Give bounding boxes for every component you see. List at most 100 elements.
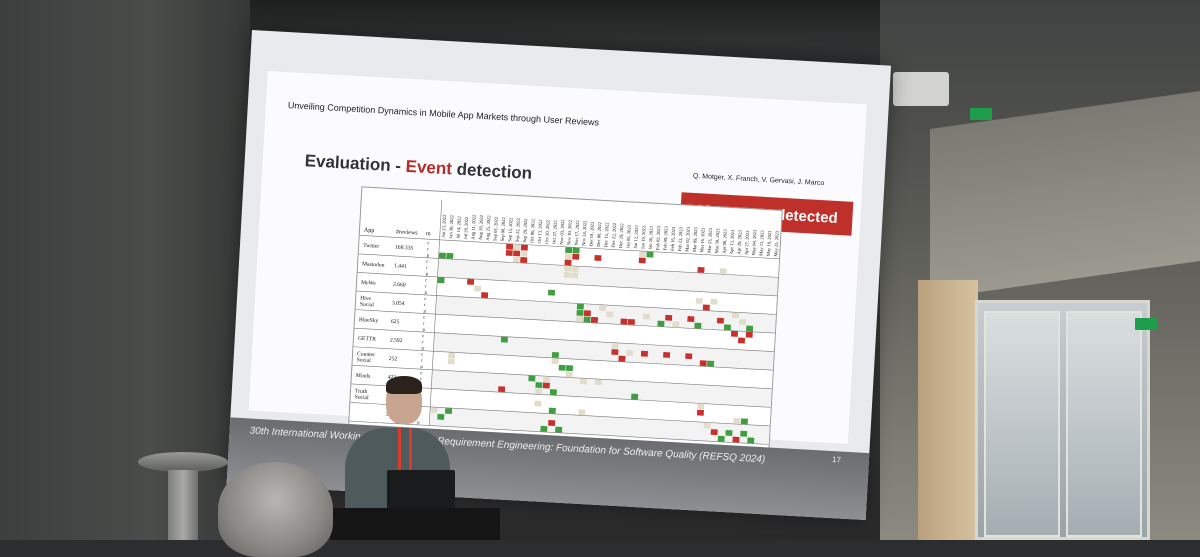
event-cell [594, 254, 602, 261]
date-label: Apr 13, 2023 [729, 229, 736, 254]
row-background [433, 332, 775, 371]
date-label: Apr 06, 2023 [721, 229, 728, 254]
event-cell [564, 253, 572, 260]
date-label: Aug 11, 2022 [470, 214, 477, 240]
date-label: Mar 09, 2023 [692, 226, 699, 252]
slide-authors: Q. Motger, X. Franch, V. Gervasi, J. Mar… [692, 172, 825, 188]
metric-letter: r [420, 376, 422, 381]
date-label: Aug 18, 2022 [478, 214, 485, 240]
event-cell [500, 336, 508, 343]
review-count: 2.592 [390, 337, 403, 344]
event-cell [565, 371, 573, 378]
event-cell [663, 351, 671, 358]
metric-letter: p [423, 308, 426, 313]
date-label: Jan 12, 2023 [633, 225, 640, 249]
date-label: Dec 08, 2022 [596, 221, 603, 247]
event-cell [548, 407, 556, 414]
event-cell [631, 393, 639, 400]
date-label: Jan 23, 2022 [441, 214, 448, 238]
metric-letter: c [423, 314, 425, 319]
event-cell [710, 298, 718, 305]
event-cell [572, 247, 580, 254]
event-cell [723, 324, 731, 331]
review-count: 3.054 [392, 300, 405, 307]
app-name: Counter [357, 351, 375, 358]
metric-letter: r [423, 321, 425, 326]
date-label: Mar 30, 2023 [714, 228, 721, 254]
row-divider [356, 290, 777, 315]
row-divider [355, 309, 776, 334]
event-cell [548, 420, 556, 427]
event-cell [583, 316, 591, 323]
glass-door [975, 300, 1150, 540]
date-label: Nov 03, 2022 [559, 219, 566, 245]
ceiling [250, 0, 970, 40]
date-label: Apr 20, 2023 [736, 229, 743, 254]
app-name: Social [354, 394, 369, 401]
event-cell [498, 386, 506, 393]
review-count: 252 [389, 356, 398, 362]
date-label: Mar 02, 2023 [685, 226, 692, 252]
event-cell [447, 358, 455, 365]
event-cell [565, 365, 574, 372]
slide-title-part1: Evaluation - [304, 151, 407, 176]
event-cell [626, 349, 634, 356]
event-cell [540, 425, 548, 432]
metric-letter: c [422, 333, 424, 338]
slide: Unveiling Competition Dynamics in Mobile… [248, 70, 867, 467]
row-background [435, 295, 777, 334]
date-label: Feb 16, 2023 [670, 226, 677, 251]
event-cell [627, 318, 635, 325]
event-cell [512, 256, 520, 263]
event-cell [520, 257, 528, 264]
event-cell [745, 331, 753, 338]
event-cell [646, 251, 654, 258]
event-cell [716, 317, 724, 324]
event-grid: App #reviews m Jan 23, 2022 Jan 30, 2022 Jul … [349, 199, 781, 445]
date-label: Nov 10, 2022 [566, 219, 573, 245]
date-label: Oct 06, 2022 [529, 218, 536, 243]
app-name: Mastodon [362, 261, 385, 268]
date-label: Dec 29, 2022 [618, 222, 625, 248]
event-cell [505, 250, 513, 256]
lamp-shade [138, 452, 228, 472]
room-left-wall [0, 0, 250, 540]
app-name: Hive [360, 296, 372, 303]
lamp-stand [168, 470, 198, 540]
event-cell [528, 375, 536, 382]
event-cell [657, 320, 665, 327]
date-label: Oct 27, 2022 [552, 220, 559, 245]
event-cell [430, 407, 438, 414]
row-divider [353, 346, 774, 371]
row-divider [352, 365, 773, 390]
event-cell [725, 429, 733, 436]
metric-letter: p [420, 364, 423, 369]
event-cell [437, 413, 445, 420]
event-cell [687, 316, 695, 323]
metric-letter: c [427, 240, 429, 245]
event-cell [576, 303, 584, 310]
metric-letter: p [421, 345, 424, 350]
date-label: Oct 20, 2022 [544, 219, 551, 244]
event-cell [685, 353, 693, 360]
review-count: 1.441 [394, 263, 407, 270]
metric-letter: r [425, 283, 427, 288]
date-label: Sep 01, 2022 [492, 216, 499, 241]
row-divider [357, 272, 778, 297]
event-cell [565, 247, 573, 254]
event-cell [697, 266, 705, 273]
metric-letter: c [420, 370, 422, 375]
event-cell [739, 318, 747, 325]
event-cell [611, 342, 619, 349]
event-cell [710, 429, 718, 436]
date-label: Dec 15, 2022 [603, 222, 610, 248]
event-cell [642, 313, 651, 320]
event-cell [576, 316, 584, 323]
event-cell [598, 304, 607, 311]
date-label: Mar 23, 2023 [707, 227, 714, 253]
lanyard [398, 428, 412, 474]
event-cell [571, 272, 579, 279]
app-name: Social [360, 302, 375, 309]
app-name: Minds [356, 373, 371, 380]
event-cell [697, 403, 705, 410]
